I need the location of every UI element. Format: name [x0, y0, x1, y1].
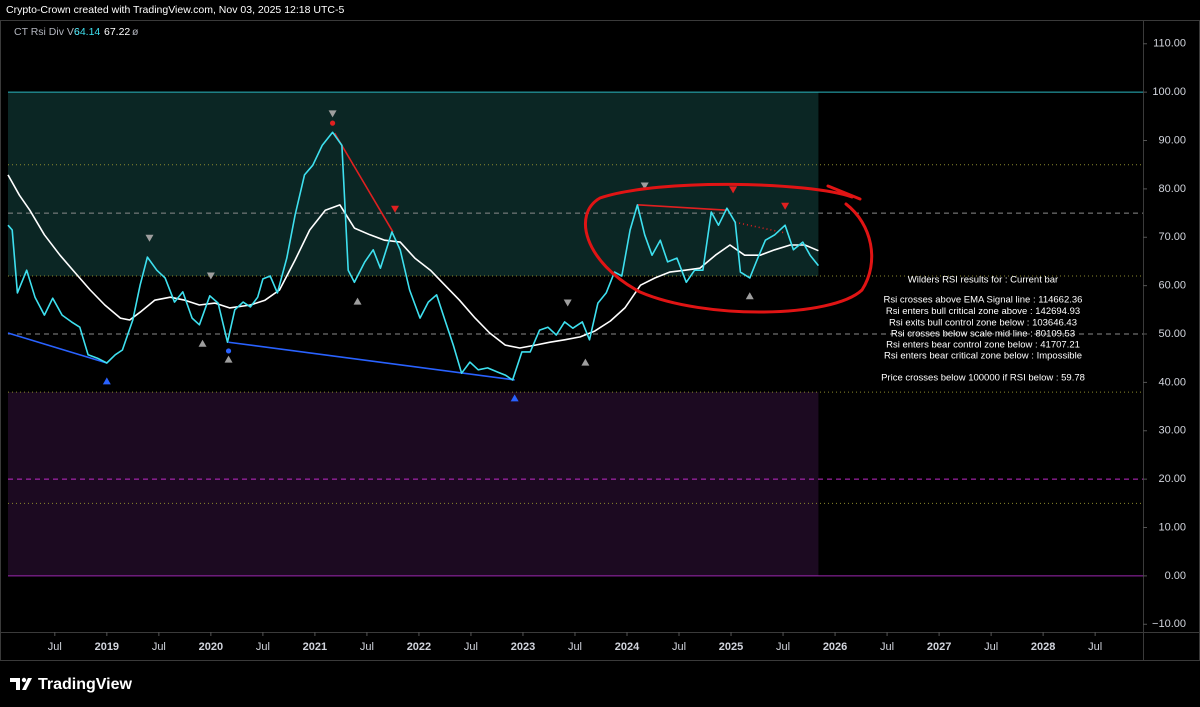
marker-up [353, 297, 362, 305]
hand-drawn-ellipse [584, 182, 874, 314]
marker-down [729, 186, 738, 194]
marker-down [640, 182, 649, 190]
y-tick-label: 40.00 [1158, 376, 1186, 388]
marker-down [145, 234, 154, 242]
zone [8, 392, 819, 576]
result-line: Rsi crosses below scale mid line : 80109… [891, 329, 1075, 340]
x-tick-label: 2028 [1031, 641, 1055, 653]
x-tick-label: 2020 [199, 641, 223, 653]
result-line: Rsi enters bull critical zone above : 14… [886, 306, 1080, 317]
divergence-line [7, 332, 108, 364]
marker-up [102, 377, 111, 385]
watermark: Crypto-Crown created with TradingView.co… [6, 4, 344, 16]
y-tick-label: 10.00 [1158, 521, 1186, 533]
result-line: Rsi enters bear control zone below : 417… [886, 340, 1080, 351]
x-tick-label: 2019 [95, 641, 119, 653]
x-tick-label: Jul [672, 641, 686, 653]
y-tick-label: −10.00 [1152, 618, 1186, 630]
marker-dot [329, 120, 336, 126]
x-tick-label: 2026 [823, 641, 847, 653]
x-tick-label: Jul [776, 641, 790, 653]
rsi-value: 64.14 [74, 26, 100, 38]
marker-up [510, 394, 519, 402]
marker-down [563, 299, 572, 307]
x-tick-label: 2022 [407, 641, 431, 653]
y-tick-label: 50.00 [1158, 328, 1186, 340]
result-line: Wilders RSI results for : Current bar [908, 275, 1058, 286]
marker-up [224, 355, 233, 363]
x-tick-label: Jul [880, 641, 894, 653]
marker-dot [225, 348, 232, 354]
x-tick-label: 2023 [511, 641, 535, 653]
x-tick-label: Jul [568, 641, 582, 653]
x-tick-label: 2024 [615, 641, 640, 653]
marker-up [581, 358, 590, 366]
x-tick-label: Jul [1088, 641, 1102, 653]
x-tick-label: 2027 [927, 641, 951, 653]
x-tick-label: Jul [464, 641, 478, 653]
x-tick-label: 2025 [719, 641, 743, 653]
x-tick-label: Jul [984, 641, 998, 653]
brand: TradingView [38, 676, 133, 693]
marker-up [745, 292, 754, 300]
divergence-line [735, 221, 786, 234]
marker-down [206, 272, 215, 280]
result-line: Rsi enters bear critical zone below : Im… [884, 351, 1082, 362]
marker-down [328, 110, 337, 118]
y-tick-label: 70.00 [1158, 231, 1186, 243]
x-tick-label: Jul [48, 641, 62, 653]
y-tick-label: 100.00 [1152, 86, 1186, 98]
y-tick-label: 0.00 [1165, 570, 1186, 582]
result-line: Price crosses below 100000 if RSI below … [881, 373, 1085, 384]
x-tick-label: Jul [360, 641, 374, 653]
marker-up [198, 339, 207, 347]
brand-logo [10, 677, 32, 690]
series-line [7, 131, 820, 381]
result-line: Rsi crosses above EMA Signal line : 1146… [884, 295, 1083, 306]
marker-down [391, 205, 400, 213]
divergence-line [228, 341, 515, 381]
y-tick-label: 30.00 [1158, 425, 1186, 437]
signal-value: 67.22 [104, 26, 130, 38]
marker-down [781, 202, 790, 210]
series-line [7, 174, 819, 349]
indicator-name: CT Rsi Div V6 [14, 26, 80, 38]
result-line: Rsi exits bull control zone below : 1036… [889, 318, 1077, 329]
x-tick-label: Jul [256, 641, 270, 653]
divergence-line [637, 204, 727, 211]
divergence-line [333, 132, 394, 233]
indicator-extra: ø [132, 26, 139, 38]
x-tick-label: Jul [152, 641, 166, 653]
y-tick-label: 80.00 [1158, 183, 1186, 195]
y-tick-label: 20.00 [1158, 473, 1186, 485]
y-tick-label: 110.00 [1153, 38, 1186, 50]
y-tick-label: 60.00 [1158, 280, 1186, 292]
y-tick-label: 90.00 [1158, 134, 1186, 146]
x-tick-label: 2021 [303, 641, 327, 653]
